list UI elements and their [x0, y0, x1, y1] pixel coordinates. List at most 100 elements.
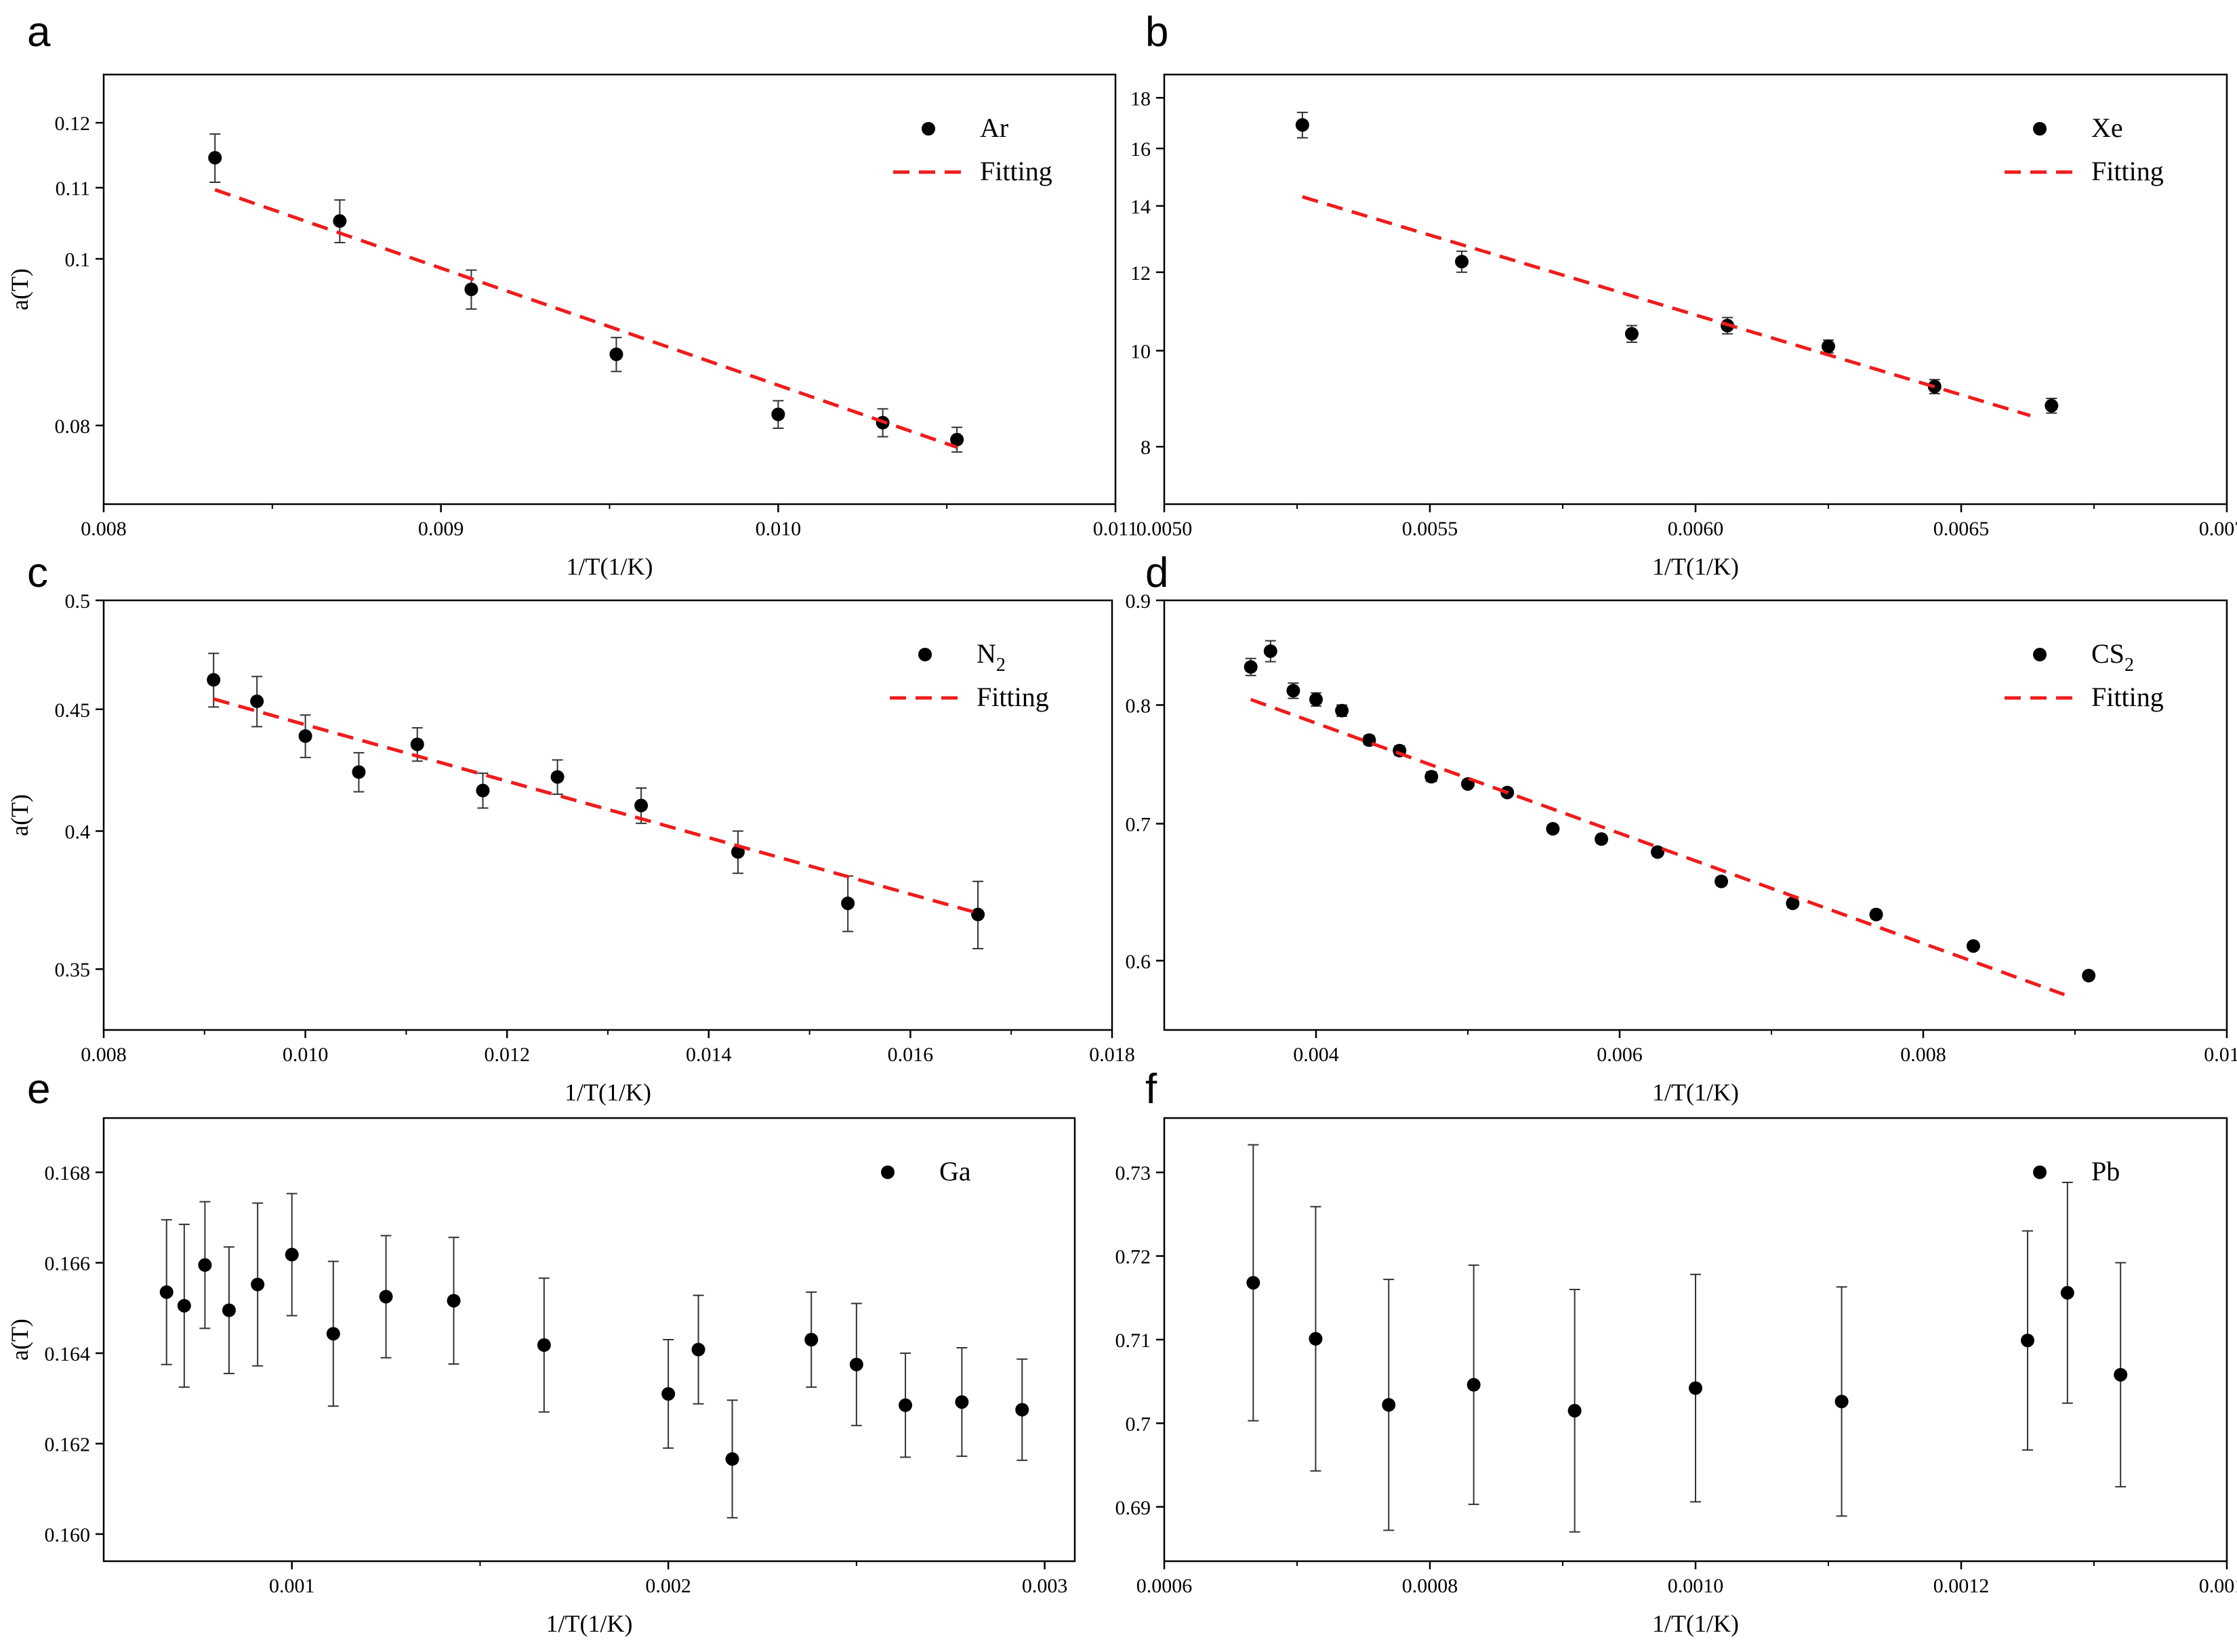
y-tick-label: 0.71 — [1115, 1329, 1151, 1352]
y-tick-label: 0.160 — [45, 1524, 91, 1546]
chart-panel-d: d 0.004 0.006 0.008 0.010 0.6 0.7 0.8 0.9 1/T(1/K… — [1126, 550, 2237, 1106]
y-tick-label: 0.45 — [55, 699, 91, 722]
y-tick-label: 8 — [1141, 436, 1151, 459]
data-point — [731, 845, 745, 859]
data-point — [841, 896, 855, 911]
data-point — [1715, 874, 1729, 888]
x-tick-label: 0.0008 — [1402, 1575, 1458, 1597]
data-point — [1382, 1398, 1396, 1412]
data-point — [298, 729, 312, 743]
x-axis-label: 1/T(1/K) — [567, 553, 653, 580]
x-tick-label: 0.004 — [1293, 1044, 1339, 1066]
data-point — [2082, 968, 2096, 983]
y-tick-label: 0.73 — [1115, 1162, 1151, 1184]
data-point — [198, 1258, 212, 1272]
data-point — [177, 1298, 191, 1313]
panel-letter-b: b — [1145, 9, 1168, 56]
data-point — [2060, 1285, 2074, 1300]
legend-label: Fitting — [2091, 682, 2164, 712]
y-tick-label: 0.9 — [1126, 590, 1151, 613]
chart-panel-f: f 0.0006 0.0008 0.0010 0.0012 0.0014 0.69 0.7 0.… — [1115, 1066, 2237, 1637]
y-axis-label: a(T) — [6, 1319, 33, 1361]
panel-letter-a: a — [27, 9, 51, 56]
y-tick-label: 0.7 — [1126, 814, 1151, 836]
data-point — [222, 1303, 236, 1317]
data-point — [1651, 845, 1664, 859]
x-tick-label: 0.0060 — [1668, 518, 1724, 540]
panel-letter-f: f — [1145, 1066, 1157, 1113]
y-tick-label: 0.162 — [45, 1433, 91, 1455]
y-axis-label: a(T) — [6, 794, 33, 836]
data-point — [550, 770, 565, 784]
chart-panel-c: c 0.008 0.010 0.012 0.014 0.016 0.018 0.35 0.4 0.… — [6, 550, 1135, 1106]
data-point — [379, 1289, 393, 1304]
legend-marker — [2033, 122, 2047, 136]
legend-label: Ga — [939, 1156, 971, 1186]
legend-label: Xe — [2091, 112, 2123, 143]
x-tick-label: 0.001 — [269, 1575, 315, 1597]
fit-line — [214, 188, 958, 449]
data-point — [250, 694, 264, 708]
x-axis-label: 1/T(1/K) — [565, 1079, 651, 1106]
y-tick-label: 12 — [1130, 262, 1151, 285]
y-tick-label: 18 — [1130, 87, 1151, 110]
data-point — [1834, 1395, 1849, 1409]
x-tick-label: 0.014 — [686, 1044, 732, 1066]
data-point — [1927, 379, 1942, 394]
x-tick-label: 0.0012 — [1933, 1575, 1990, 1597]
data-point — [410, 737, 424, 751]
y-tick-label: 0.7 — [1126, 1413, 1151, 1435]
x-tick-label: 0.008 — [1900, 1044, 1946, 1066]
data-point — [1015, 1403, 1029, 1417]
legend-marker — [2033, 1165, 2047, 1179]
legend-label: Ar — [980, 112, 1008, 143]
data-point — [2045, 398, 2059, 413]
data-point — [1244, 660, 1258, 674]
data-point — [464, 283, 478, 296]
y-tick-label: 0.168 — [45, 1162, 91, 1184]
x-tick-label: 0.006 — [1597, 1044, 1643, 1066]
y-tick-label: 0.8 — [1126, 695, 1151, 717]
plot-frame — [1163, 73, 2228, 505]
data-point — [251, 1277, 265, 1292]
data-point — [971, 907, 985, 922]
chart-panel-b: b 0.0050 0.0055 0.0060 0.0065 0.0070 8 10 12 14 16… — [1130, 9, 2237, 580]
data-point — [1869, 907, 1883, 922]
x-tick-label: 0.0050 — [1136, 518, 1193, 540]
x-tick-label: 0.003 — [1022, 1575, 1068, 1597]
legend-label: N2 — [977, 638, 1006, 676]
legend-label: Fitting — [2091, 156, 2164, 186]
x-tick-label: 0.0010 — [1668, 1575, 1724, 1597]
data-point — [207, 673, 221, 687]
data-point — [1595, 832, 1609, 846]
data-point — [352, 765, 366, 779]
chart-panel-a: a 0.008 0.009 0.010 0.011 0.08 0.1 0.11 0.12 1/T(… — [6, 9, 1138, 580]
x-tick-label: 0.008 — [81, 518, 127, 540]
data-point — [634, 798, 649, 812]
data-point — [725, 1452, 739, 1466]
x-tick-label: 0.010 — [2204, 1044, 2237, 1066]
fit-line — [213, 697, 979, 915]
data-point — [804, 1333, 819, 1346]
x-tick-label: 0.011 — [1093, 518, 1138, 540]
panel-letter-c: c — [27, 550, 48, 596]
data-point — [609, 347, 623, 361]
data-point — [955, 1395, 969, 1409]
data-point — [1335, 703, 1349, 718]
x-tick-label: 0.016 — [888, 1044, 934, 1066]
data-point — [1309, 693, 1323, 707]
legend-label: Fitting — [980, 156, 1052, 186]
data-point — [1567, 1403, 1582, 1418]
data-point — [1263, 644, 1277, 658]
x-tick-label: 0.0055 — [1402, 518, 1458, 540]
y-tick-label: 0.11 — [56, 178, 90, 200]
x-axis-label: 1/T(1/K) — [1652, 1610, 1739, 1637]
data-point — [899, 1398, 913, 1412]
y-tick-label: 0.12 — [55, 112, 91, 135]
data-point — [950, 432, 964, 447]
y-tick-label: 16 — [1130, 138, 1151, 161]
data-point — [2021, 1334, 2034, 1348]
y-tick-label: 0.166 — [45, 1253, 91, 1275]
plot-frame — [1163, 599, 2228, 1031]
x-tick-label: 0.002 — [645, 1575, 691, 1597]
